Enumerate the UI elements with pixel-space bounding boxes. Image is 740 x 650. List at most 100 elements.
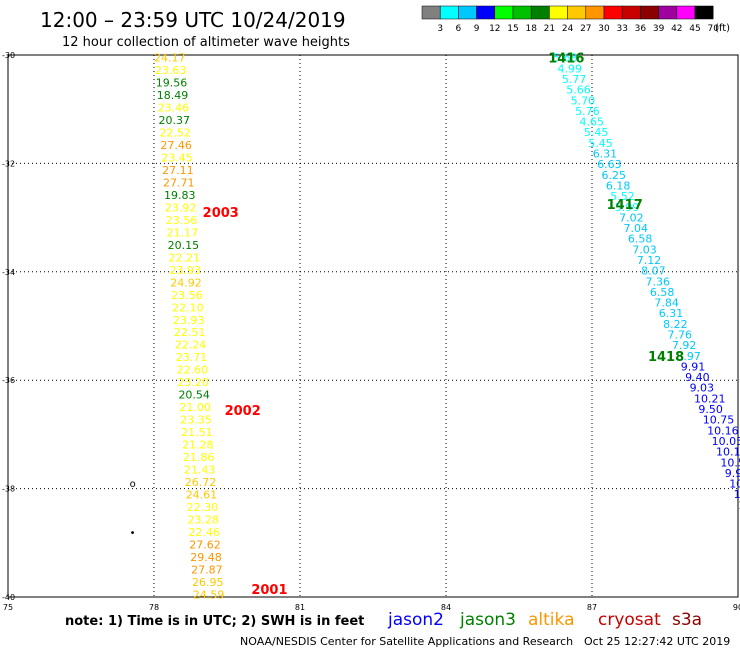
wave-height-value: 21.43: [184, 464, 216, 477]
x-tick-label: 84: [441, 603, 451, 612]
pass-time-label: 2002: [225, 404, 261, 419]
wave-height-value: 19.83: [164, 189, 196, 202]
wave-height-value: 6.63: [597, 158, 622, 171]
wave-height-value: 27.62: [189, 538, 221, 551]
legend-entry-jason3: jason3: [459, 610, 516, 630]
map-marker: •: [130, 528, 136, 539]
footer-credit: NOAA/NESDIS Center for Satellite Applica…: [240, 635, 573, 648]
y-tick-label: -34: [2, 268, 15, 277]
wave-height-value: 19.56: [156, 77, 188, 90]
color-scale-label: 24: [562, 24, 574, 34]
legend-entry-jason2: jason2: [387, 610, 444, 630]
wave-height-value: 8.97: [676, 350, 701, 363]
wave-height-value: 4.65: [579, 116, 604, 129]
wave-height-value: 5.70: [571, 94, 596, 107]
wave-height-value: 6.31: [593, 148, 618, 161]
color-scale-label: 36: [635, 24, 647, 34]
color-scale-label: 42: [671, 24, 682, 34]
pass-time-label: 1416: [548, 52, 584, 67]
wave-height-value: 26.95: [192, 576, 224, 589]
wave-height-value: 27.71: [163, 176, 195, 189]
wave-height-value: 7.84: [654, 297, 679, 310]
color-scale-swatch: [476, 5, 496, 20]
wave-height-value: 10.21: [694, 392, 726, 405]
wave-height-value: 10.20: [729, 478, 740, 491]
wave-height-value: 5.76: [575, 105, 600, 118]
wave-height-value: 26.72: [185, 476, 217, 489]
wave-height-value: 23.20: [178, 376, 210, 389]
color-scale-swatch: [530, 5, 550, 20]
color-scale-swatch: [549, 5, 568, 20]
color-scale-label: 15: [507, 24, 518, 34]
wave-height-value: 23.35: [180, 414, 212, 427]
y-tick-label: -32: [2, 159, 15, 168]
wave-height-value: 9.50: [698, 403, 723, 416]
wave-height-value: 5.66: [566, 84, 591, 97]
color-scale-swatch: [458, 5, 477, 20]
x-tick-label: 75: [3, 603, 13, 612]
color-scale-bar: 3 6 9 12 15 18 21 24 27 30 33 36 39 42 45 70: [421, 5, 719, 34]
wave-height-value: 5.99: [615, 201, 640, 214]
wave-height-value: 7.76: [668, 329, 693, 342]
wave-height-value: 6.58: [628, 233, 653, 246]
wave-height-value: 24.17: [154, 52, 186, 65]
wave-height-value: 7.12: [637, 254, 662, 267]
y-tick-label: -30: [2, 51, 15, 60]
map-markers: o•: [130, 479, 136, 539]
color-scale-swatch: [603, 5, 623, 20]
legend-entry-cryosat: cryosat: [598, 610, 661, 630]
chart-title: 12:00 – 23:59 UTC 10/24/2019: [40, 8, 346, 32]
wave-height-value: 27.87: [191, 563, 223, 576]
footer-timestamp: Oct 25 12:27:42 UTC 2019: [584, 635, 730, 648]
wave-height-value: 5.45: [588, 137, 613, 150]
wave-height-value: 24.59: [193, 588, 225, 601]
wave-height-value: 7.03: [632, 243, 657, 256]
wave-height-value: 20.54: [178, 389, 210, 402]
color-scale-label: 30: [598, 24, 610, 34]
wave-height-value: 23.56: [166, 214, 198, 227]
x-tick-label: 78: [149, 603, 159, 612]
wave-height-value: 10.13: [716, 446, 740, 459]
wave-height-value: 9.98: [725, 467, 740, 480]
wave-height-value: 20.37: [159, 114, 191, 127]
pass-time-label: 1418: [648, 350, 684, 365]
satellite-legend: jason2 jason3 altika cryosat s3a: [387, 610, 702, 630]
wave-height-value: 6.25: [602, 169, 627, 182]
wave-height-value: 6.58: [650, 286, 675, 299]
wave-height-value: 23.45: [161, 152, 193, 165]
color-scale-swatch: [585, 5, 605, 20]
plot-frame: [7, 54, 739, 598]
wave-height-value: 27.11: [162, 164, 194, 177]
y-tick-label: -36: [2, 376, 15, 385]
wave-height-value: 23.28: [188, 513, 220, 526]
wave-height-value: 22.21: [168, 251, 200, 264]
x-tick-label: 87: [587, 603, 597, 612]
wave-height-value: 6.18: [606, 179, 631, 192]
wave-height-value: 7.92: [672, 339, 697, 352]
color-scale-label: 45: [689, 24, 700, 34]
wave-height-value: 9.91: [681, 360, 706, 373]
wave-height-value: 22.52: [159, 127, 191, 140]
wave-height-value: 5.77: [562, 73, 587, 86]
pass-time-label: 2001: [251, 583, 287, 598]
wave-height-value: 21.51: [181, 426, 213, 439]
pass-time-labels: 1416 1417 1418 2003 2002 2001: [203, 52, 684, 598]
wave-height-value: 23.93: [173, 314, 205, 327]
color-scale-swatch: [640, 5, 659, 20]
chart-subtitle: 12 hour collection of altimeter wave hei…: [62, 35, 350, 50]
axis-labels: 75 78 81 84 87 90 -30 -32 -34 -36 -38 -40: [2, 51, 740, 612]
wave-height-value: 23.93: [169, 264, 201, 277]
wave-height-value: 23.92: [165, 201, 197, 214]
y-tick-label: -40: [2, 593, 15, 602]
wave-height-value: 5.45: [584, 126, 609, 139]
wave-height-value: 10.3: [734, 488, 740, 501]
wave-height-values: 24.1723.6319.5618.4923.4620.3722.5227.46…: [154, 52, 740, 602]
wave-height-value: 4.99: [557, 62, 582, 75]
color-scale-label: 27: [580, 24, 591, 34]
wave-height-value: 5.52: [610, 190, 635, 203]
wave-height-value: 22.24: [175, 339, 207, 352]
wave-height-value: 21.28: [182, 439, 214, 452]
wave-height-value: 24.92: [170, 276, 202, 289]
color-scale-label: 18: [525, 24, 537, 34]
